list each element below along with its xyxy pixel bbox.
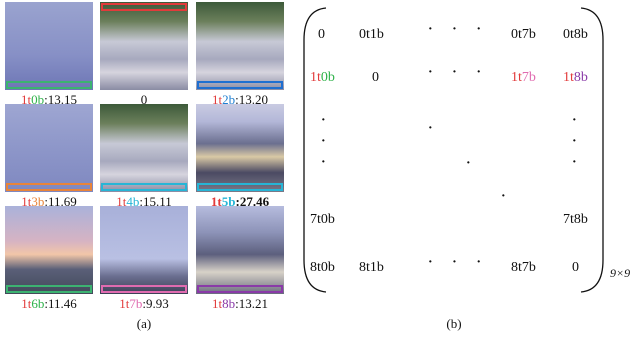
caption-prefix: 1t	[212, 92, 223, 107]
tile-caption: 1t8b:13.21	[192, 296, 288, 312]
caption-score: :13.20	[235, 92, 268, 107]
tile-image	[5, 2, 93, 90]
image-tile	[100, 206, 188, 294]
tile-highlight-bar	[101, 183, 187, 191]
caption-score: :13.15	[44, 92, 77, 107]
caption-block-id: 8b	[222, 296, 236, 311]
tile-highlight-bar	[197, 285, 283, 293]
matrix-r7-c8: 7t8b	[563, 212, 588, 227]
matrix-r1-c0: 1t0b	[310, 70, 335, 86]
caption-score: :27.46	[235, 194, 270, 209]
matrix-r0-dots: · · ·	[428, 22, 490, 37]
matrix-r1-c0-suffix: 0b	[320, 70, 335, 85]
matrix-r1-c0-prefix: 1t	[310, 70, 321, 85]
matrix-r8-c8: 0	[572, 260, 579, 275]
caption-block-id: 6b	[31, 296, 45, 311]
matrix-r0-c1: 0t1b	[359, 27, 384, 42]
tile-highlight-bar	[6, 285, 92, 293]
tile-image	[196, 104, 284, 192]
matrix-r1-c8-suffix: 8b	[573, 70, 588, 85]
image-tile	[196, 104, 284, 192]
tile-highlight-bar	[6, 81, 92, 89]
tile-image	[100, 104, 188, 192]
matrix-r1-c8-prefix: 1t	[563, 70, 574, 85]
caption-score: :15.11	[139, 194, 172, 209]
vdot-col8-3: ·	[572, 155, 577, 170]
matrix-r1-dots: · · ·	[428, 65, 490, 80]
image-tile	[5, 2, 93, 90]
caption-block-id: 7b	[129, 296, 143, 311]
matrix-r8-c1: 8t1b	[359, 260, 384, 275]
caption-score: :11.69	[44, 194, 77, 209]
caption-prefix: 1t	[21, 296, 32, 311]
matrix-r8-c7: 8t7b	[511, 260, 536, 275]
tile-highlight-bar	[197, 183, 283, 191]
vdot-diag-3: ·	[501, 189, 506, 204]
tile-caption: 0	[96, 92, 192, 108]
matrix-dimension-label: 9×9	[610, 266, 631, 280]
matrix-r0-c8: 0t8b	[563, 27, 588, 42]
tile-caption: 1t0b:13.15	[1, 92, 97, 108]
matrix-r0-c7: 0t7b	[511, 27, 536, 42]
caption-prefix: 1t	[116, 194, 127, 209]
matrix-r7-c0: 7t0b	[310, 212, 335, 227]
panel-a-label: (a)	[136, 316, 152, 331]
caption-prefix: 1t	[210, 194, 222, 209]
tile-image	[5, 206, 93, 294]
image-tile	[196, 206, 284, 294]
matrix-r8-dots: · · ·	[428, 255, 490, 270]
tile-image	[196, 2, 284, 90]
caption-score: 0	[140, 92, 148, 107]
matrix-r0-c0: 0	[318, 27, 325, 42]
tile-caption: 1t7b:9.93	[96, 296, 192, 312]
image-tile	[100, 2, 188, 90]
image-tile	[196, 2, 284, 90]
panel-b: 0 0t1b · · · 0t7b 0t8b 1t0b 0 · · · 1t7b…	[296, 0, 641, 337]
tile-image	[196, 206, 284, 294]
image-tile	[5, 206, 93, 294]
tile-caption: 1t2b:13.20	[192, 92, 288, 108]
panel-a: 1t0b:13.15 0 1t2b:13.20 1t3b:11.69 1t4b:15.1…	[0, 0, 300, 337]
tile-caption: 1t6b:11.46	[1, 296, 97, 312]
tile-caption: 1t3b:11.69	[1, 194, 97, 210]
caption-score: :13.21	[235, 296, 268, 311]
caption-block-id: 4b	[126, 194, 140, 209]
vdot-col0-3: ·	[321, 155, 326, 170]
vdot-diag-2: ·	[466, 156, 471, 171]
vdot-col8-2: ·	[572, 134, 577, 149]
caption-prefix: 1t	[21, 194, 32, 209]
tile-highlight-bar	[6, 183, 92, 191]
caption-block-id: 0b	[31, 92, 45, 107]
tile-image	[100, 206, 188, 294]
matrix-r1-c1: 0	[372, 70, 379, 85]
vdot-col0-2: ·	[321, 134, 326, 149]
tile-highlight-bar	[101, 285, 187, 293]
caption-prefix: 1t	[119, 296, 130, 311]
tile-caption: 1t4b:15.11	[96, 194, 192, 210]
matrix-r8-c0: 8t0b	[310, 260, 335, 275]
caption-block-id: 3b	[31, 194, 45, 209]
tile-image	[100, 2, 188, 90]
matrix-r1-c7-suffix: 7b	[521, 70, 536, 85]
vdot-col0-1: ·	[321, 113, 326, 128]
caption-block-id: 5b	[221, 194, 236, 209]
panel-b-label: (b)	[446, 316, 462, 331]
caption-score: :9.93	[142, 296, 169, 311]
tile-highlight-bar	[197, 81, 283, 89]
vdot-col8-1: ·	[572, 113, 577, 128]
caption-block-id: 2b	[222, 92, 236, 107]
image-tile	[100, 104, 188, 192]
tile-highlight-bar	[101, 3, 187, 11]
image-tile	[5, 104, 93, 192]
caption-prefix: 1t	[21, 92, 32, 107]
vdot-diag-1: ·	[428, 121, 433, 136]
matrix-r1-c7: 1t7b	[511, 70, 536, 86]
matrix-r1-c8: 1t8b	[563, 70, 588, 86]
caption-prefix: 1t	[212, 296, 223, 311]
matrix-left-bracket	[303, 7, 604, 293]
matrix-r1-c7-prefix: 1t	[511, 70, 522, 85]
tile-image	[5, 104, 93, 192]
tile-caption: 1t5b:27.46	[192, 194, 288, 210]
caption-score: :11.46	[44, 296, 77, 311]
